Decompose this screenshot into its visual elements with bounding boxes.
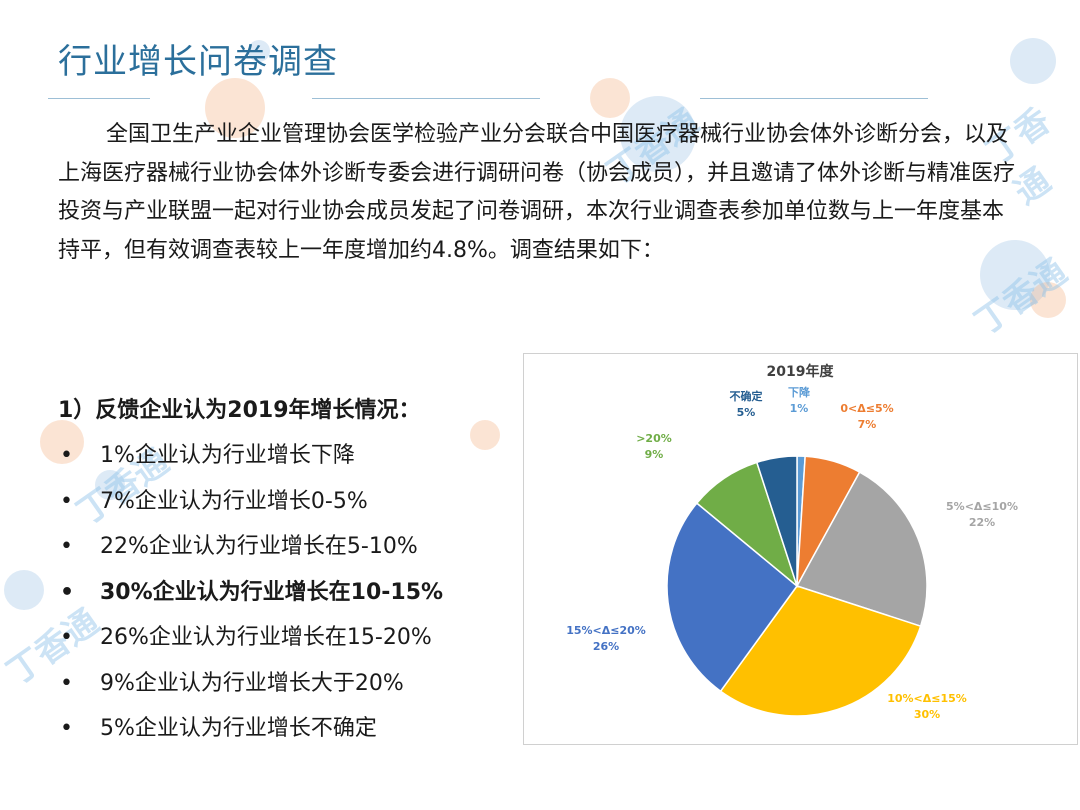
slice-category-label: 10%<Δ≤15% <box>887 692 967 705</box>
findings-list: 1%企业认为行业增长下降 7%企业认为行业增长0-5% 22%企业认为行业增长在… <box>58 438 443 757</box>
finding-item: 9%企业认为行业增长大于20% <box>58 666 443 712</box>
slice-value-label: 7% <box>858 418 877 431</box>
decor-circle <box>620 96 696 172</box>
slice-value-label: 22% <box>969 516 995 529</box>
decor-circle <box>4 570 44 610</box>
title-divider <box>312 98 540 99</box>
pie-chart: 2019年度 下降 1% 0<Δ≤5% 7% 5%<Δ≤10% 22% 10%<Δ≤15% 3… <box>523 353 1078 745</box>
decor-circle <box>980 240 1050 310</box>
decor-circle <box>248 40 270 62</box>
slice-category-label: >20% <box>636 432 672 445</box>
slice-value-label: 9% <box>645 448 664 461</box>
slice-value-label: 30% <box>914 708 940 721</box>
slice-category-label: 下降 <box>788 385 811 399</box>
slice-value-label: 5% <box>737 406 756 419</box>
pie-chart-canvas: 2019年度 下降 1% 0<Δ≤5% 7% 5%<Δ≤10% 22% 10%<Δ≤15% 3… <box>566 363 1018 721</box>
decor-circle <box>1010 38 1056 84</box>
title-divider <box>700 98 928 99</box>
pie-slice <box>755 455 798 587</box>
pie-slice <box>719 585 922 717</box>
pie-slice <box>795 471 928 628</box>
decor-circle <box>205 78 265 138</box>
finding-item: 5%企业认为行业增长不确定 <box>58 711 443 757</box>
findings-heading: 1）反馈企业认为2019年增长情况： <box>58 398 421 423</box>
finding-item: 22%企业认为行业增长在5-10% <box>58 529 443 575</box>
chart-title: 2019年度 <box>767 363 835 380</box>
intro-paragraph: 全国卫生产业企业管理协会医学检验产业分会联合中国医疗器械行业协会体外诊断分会，以… <box>58 122 1016 263</box>
title-divider <box>48 98 150 99</box>
finding-item: 1%企业认为行业增长下降 <box>58 438 443 484</box>
slice-value-label: 1% <box>790 402 809 415</box>
slice-category-label: 5%<Δ≤10% <box>946 500 1018 513</box>
decor-circle <box>470 420 500 450</box>
page-title: 行业增长问卷调查 <box>58 42 338 82</box>
slice-category-label: 15%<Δ≤20% <box>566 624 646 637</box>
slice-value-label: 26% <box>593 640 619 653</box>
decor-circle <box>590 78 630 118</box>
slice-category-label: 0<Δ≤5% <box>840 402 893 415</box>
decor-circle <box>1030 282 1066 318</box>
finding-item: 7%企业认为行业增长0-5% <box>58 484 443 530</box>
finding-item: 30%企业认为行业增长在10-15% <box>58 575 443 621</box>
pie-slice <box>666 502 799 693</box>
slice-category-label: 不确定 <box>730 389 763 403</box>
finding-item: 26%企业认为行业增长在15-20% <box>58 620 443 666</box>
